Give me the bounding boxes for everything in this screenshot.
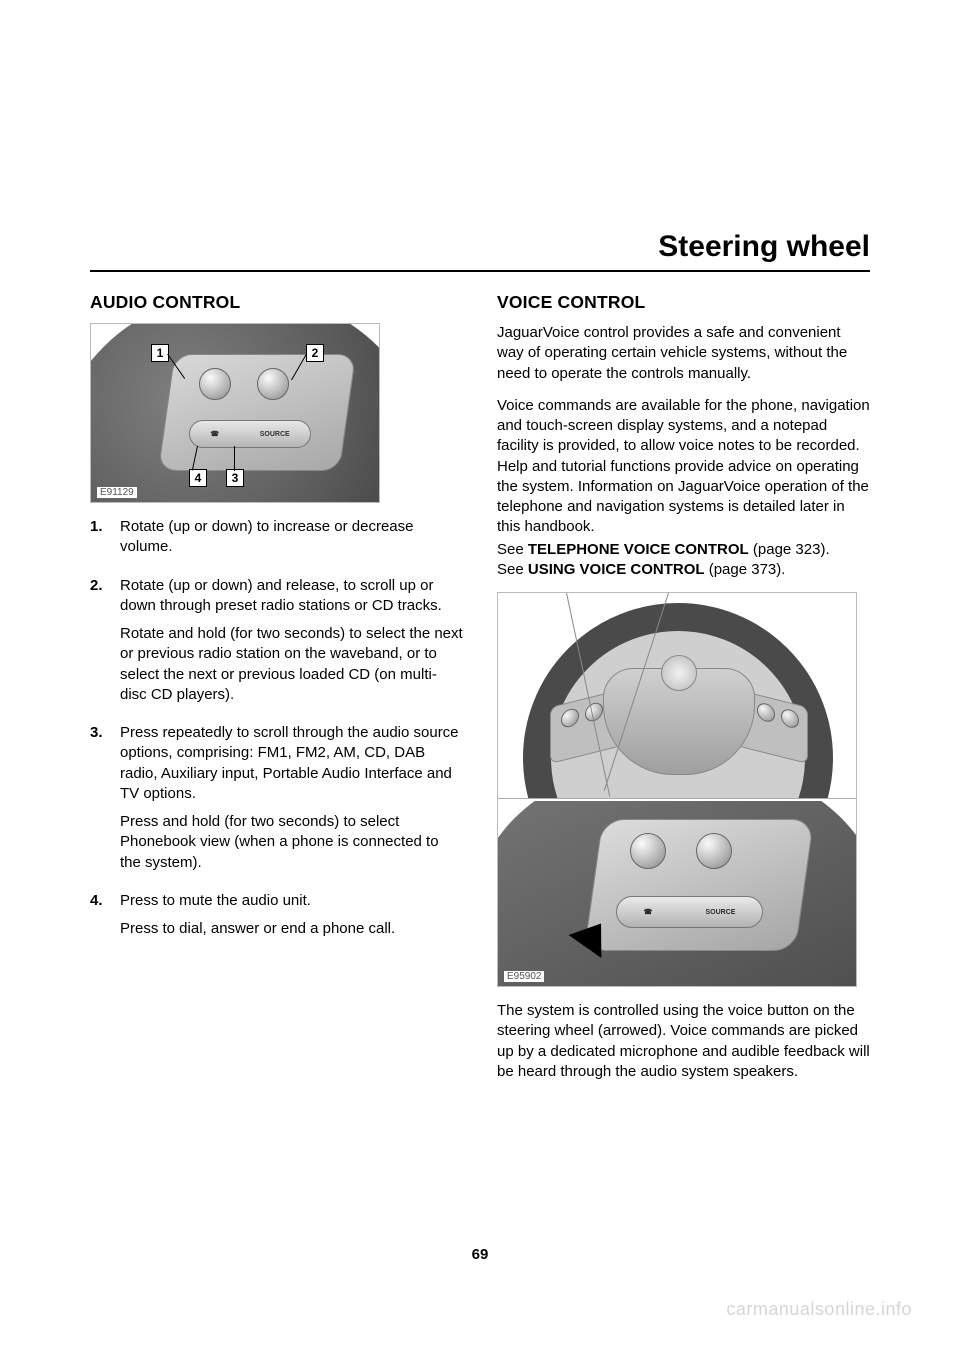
zoom-dial-icon (696, 833, 732, 869)
step-para: Rotate and hold (for two seconds) to sel… (120, 624, 463, 705)
steering-wheel-top-view (498, 593, 856, 798)
step-para: Press and hold (for two seconds) to sele… (120, 812, 463, 873)
step-4: 4. Press to mute the audio unit. Press t… (90, 891, 463, 948)
step-number: 2. (90, 576, 110, 714)
step-number: 4. (90, 891, 110, 948)
callout-box-4: 4 (189, 469, 207, 487)
seek-dial-icon (257, 368, 289, 400)
step-body: Rotate (up or down) and release, to scro… (120, 576, 463, 714)
voice-icon: ☎ (210, 430, 219, 438)
audio-control-steps: 1. Rotate (up or down) to increase or de… (90, 517, 463, 947)
step-body: Press to mute the audio unit. Press to d… (120, 891, 395, 948)
see-bold: USING VOICE CONTROL (528, 561, 705, 578)
callout-box-3: 3 (226, 469, 244, 487)
step-para: Press repeatedly to scroll through the a… (120, 723, 463, 804)
callout-box-1: 1 (151, 344, 169, 362)
figure-id-label: E91129 (97, 487, 137, 498)
see-telephone-voice-control: See TELEPHONE VOICE CONTROL (page 323). (497, 540, 870, 560)
control-zoom-view: ☎ SOURCE (498, 801, 856, 986)
voice-intro-para-2: Voice commands are available for the pho… (497, 396, 870, 538)
step-para: Press to mute the audio unit. (120, 891, 395, 911)
source-label: SOURCE (705, 909, 735, 916)
step-number: 3. (90, 723, 110, 881)
zoom-button-pill: ☎ SOURCE (616, 896, 763, 928)
voice-closing-para: The system is controlled using the voice… (497, 1001, 870, 1082)
step-body: Press repeatedly to scroll through the a… (120, 723, 463, 881)
step-para: Rotate (up or down) and release, to scro… (120, 576, 463, 617)
step-1: 1. Rotate (up or down) to increase or de… (90, 517, 463, 566)
audio-control-figure: ☎ SOURCE 1 2 3 4 E91129 (90, 323, 380, 503)
step-para: Press to dial, answer or end a phone cal… (120, 919, 395, 939)
source-label: SOURCE (260, 431, 290, 438)
page-number: 69 (0, 1246, 960, 1263)
right-column: VOICE CONTROL JaguarVoice control provid… (497, 292, 870, 1094)
callout-box-2: 2 (306, 344, 324, 362)
figure-divider (498, 798, 856, 799)
spoke-dial-icon (561, 707, 579, 729)
left-column: AUDIO CONTROL ☎ SOURCE 1 2 3 4 E91129 (90, 292, 463, 1094)
button-pill-illustration: ☎ SOURCE (189, 420, 311, 448)
see-using-voice-control: See USING VOICE CONTROL (page 373). (497, 560, 870, 580)
spoke-dial-icon (757, 701, 775, 723)
section-title: Steering wheel (90, 230, 870, 272)
audio-control-heading: AUDIO CONTROL (90, 292, 463, 313)
control-panel-illustration (158, 354, 356, 471)
spoke-dial-icon (781, 707, 799, 729)
see-prefix: See (497, 561, 528, 578)
voice-control-heading: VOICE CONTROL (497, 292, 870, 313)
figure-id-label: E95902 (504, 971, 544, 982)
watermark-text: carmanualsonline.info (726, 1299, 912, 1320)
volume-dial-icon (199, 368, 231, 400)
voice-control-figure: ☎ SOURCE E95902 (497, 592, 857, 987)
voice-intro-para-1: JaguarVoice control provides a safe and … (497, 323, 870, 384)
jaguar-logo-icon (661, 655, 697, 691)
see-prefix: See (497, 541, 528, 558)
step-2: 2. Rotate (up or down) and release, to s… (90, 576, 463, 714)
manual-page: Steering wheel AUDIO CONTROL ☎ SOURCE 1 … (0, 0, 960, 1358)
zoom-dial-icon (630, 833, 666, 869)
see-bold: TELEPHONE VOICE CONTROL (528, 541, 749, 558)
step-3: 3. Press repeatedly to scroll through th… (90, 723, 463, 881)
pointer-arrow-icon (573, 921, 613, 949)
voice-icon: ☎ (644, 908, 653, 916)
step-body: Rotate (up or down) to increase or decre… (120, 517, 463, 566)
see-suffix: (page 323). (749, 541, 830, 558)
see-suffix: (page 373). (705, 561, 786, 578)
two-column-layout: AUDIO CONTROL ☎ SOURCE 1 2 3 4 E91129 (90, 292, 870, 1094)
callout-leader-3 (234, 446, 235, 471)
step-number: 1. (90, 517, 110, 566)
step-para: Rotate (up or down) to increase or decre… (120, 517, 463, 558)
